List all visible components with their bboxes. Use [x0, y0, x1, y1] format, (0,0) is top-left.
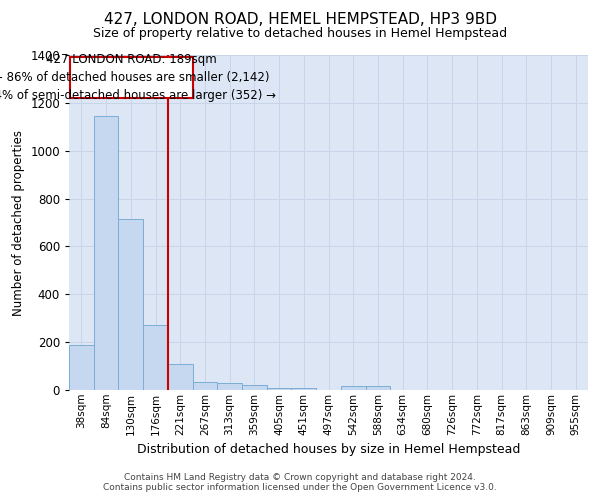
Bar [143, 326, 168, 390]
Text: 427, LONDON ROAD, HEMEL HEMPSTEAD, HP3 9BD: 427, LONDON ROAD, HEMEL HEMPSTEAD, HP3 9… [104, 12, 497, 28]
Bar [69, 344, 94, 390]
Bar [365, 386, 390, 390]
Bar [341, 386, 365, 390]
Bar [292, 388, 316, 390]
FancyBboxPatch shape [70, 58, 193, 98]
Bar [267, 388, 292, 390]
Bar [168, 364, 193, 390]
Text: 427 LONDON ROAD: 189sqm
← 86% of detached houses are smaller (2,142)
14% of semi: 427 LONDON ROAD: 189sqm ← 86% of detache… [0, 53, 276, 102]
X-axis label: Distribution of detached houses by size in Hemel Hempstead: Distribution of detached houses by size … [137, 443, 520, 456]
Text: Size of property relative to detached houses in Hemel Hempstead: Size of property relative to detached ho… [93, 28, 507, 40]
Bar [193, 382, 217, 390]
Y-axis label: Number of detached properties: Number of detached properties [11, 130, 25, 316]
Text: Contains HM Land Registry data © Crown copyright and database right 2024.
Contai: Contains HM Land Registry data © Crown c… [103, 473, 497, 492]
Bar [94, 116, 118, 390]
Bar [217, 383, 242, 390]
Bar [242, 385, 267, 390]
Bar [118, 219, 143, 390]
